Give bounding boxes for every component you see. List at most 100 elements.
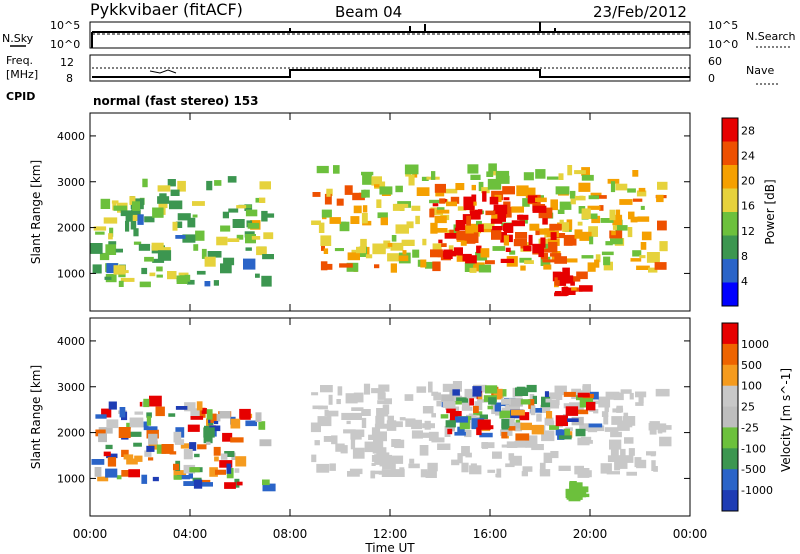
echo-cell <box>323 436 333 442</box>
echo-cell <box>525 442 538 448</box>
echo-cell <box>463 196 474 207</box>
colorbar-swatch <box>722 118 738 142</box>
echo-cell <box>226 463 232 474</box>
echo-cell <box>491 404 497 415</box>
echo-cell <box>430 249 443 258</box>
echo-cell <box>103 217 118 224</box>
echo-cell <box>151 242 164 251</box>
echo-cell <box>144 450 152 457</box>
echo-cell <box>377 400 389 405</box>
echo-cell <box>106 263 118 274</box>
echo-cell <box>434 215 447 224</box>
echo-cell <box>201 248 207 259</box>
echo-cell <box>632 250 642 257</box>
power-colorbar-label: Power [dB] <box>763 179 777 244</box>
echo-cell <box>536 413 542 422</box>
echo-cell <box>152 207 164 218</box>
echo-cell <box>143 426 158 431</box>
echo-cell <box>503 223 514 233</box>
echo-cell <box>173 475 182 480</box>
echo-cell <box>520 265 526 271</box>
echo-cell <box>576 271 588 280</box>
echo-region-blob <box>565 481 590 502</box>
power-x-ticks <box>89 113 691 311</box>
echo-cell <box>173 431 182 443</box>
echo-cell <box>374 184 380 188</box>
echo-cell <box>201 408 207 414</box>
echo-cell <box>543 431 548 437</box>
x-tick-label: 08:00 <box>273 527 308 541</box>
echo-cell <box>132 201 140 211</box>
echo-cell <box>522 198 530 207</box>
echo-cell <box>411 205 421 211</box>
echo-cell <box>505 463 515 468</box>
echo-cell <box>143 421 149 428</box>
echo-cell <box>262 483 276 492</box>
echo-cell <box>569 402 581 410</box>
colorbar-swatch <box>722 364 738 387</box>
echo-cell <box>623 416 636 426</box>
echo-cell <box>255 197 261 203</box>
echo-cell <box>210 413 217 423</box>
echo-cell <box>482 228 492 233</box>
echo-cell <box>646 252 660 263</box>
echo-cell <box>457 206 467 211</box>
echo-cell <box>184 402 196 412</box>
echo-cell <box>657 220 667 231</box>
echo-cell <box>555 415 568 427</box>
echo-cell <box>441 243 447 247</box>
echo-cell <box>628 448 635 456</box>
echo-cell <box>236 234 244 240</box>
echo-cell <box>123 454 134 460</box>
echo-cell <box>465 225 479 234</box>
echo-cell <box>550 232 557 240</box>
nsearch-label: N.Search <box>746 30 796 43</box>
echo-cell <box>263 232 274 240</box>
echo-cell <box>555 186 570 195</box>
echo-cell <box>177 180 186 192</box>
echo-cell <box>177 475 190 480</box>
echo-cell <box>554 256 567 264</box>
echo-cell <box>352 412 362 420</box>
nave-tick-top: 60 <box>708 55 722 68</box>
echo-cell <box>429 208 435 218</box>
nave-label: Nave <box>746 64 774 77</box>
echo-cell <box>599 205 604 211</box>
echo-cell <box>130 220 137 230</box>
echo-cell <box>108 233 113 240</box>
echo-cell <box>641 231 652 241</box>
echo-cell <box>495 473 500 478</box>
echo-cell <box>613 392 624 401</box>
echo-cell <box>490 218 503 224</box>
colorbar-frame <box>721 322 739 512</box>
echo-cell <box>420 259 427 268</box>
echo-cell <box>361 189 366 198</box>
echo-cell <box>431 437 445 443</box>
echo-cell <box>497 213 506 222</box>
echo-cell <box>467 164 479 174</box>
echo-cell <box>148 440 158 450</box>
echo-cell <box>416 386 427 393</box>
echo-cell <box>363 383 371 395</box>
echo-cell <box>595 254 601 263</box>
echo-cell <box>638 395 644 403</box>
echo-cell <box>586 440 593 444</box>
echo-cell <box>532 243 542 254</box>
echo-cell <box>228 208 239 213</box>
echo-cell <box>439 198 446 204</box>
echo-cell <box>646 451 657 456</box>
echo-cell <box>542 259 555 263</box>
echo-cell <box>509 250 516 255</box>
echo-cell <box>581 174 594 181</box>
echo-cell <box>572 488 583 498</box>
echo-cell <box>356 246 366 254</box>
echo-cell <box>520 422 532 431</box>
echo-region-night-band-strong <box>429 190 562 267</box>
echo-cell <box>505 247 511 252</box>
echo-cell <box>566 491 576 500</box>
echo-cell <box>311 454 317 463</box>
echo-cell <box>527 195 538 203</box>
echo-cell <box>430 222 438 234</box>
echo-cell <box>335 443 345 452</box>
echo-cell <box>523 245 532 252</box>
